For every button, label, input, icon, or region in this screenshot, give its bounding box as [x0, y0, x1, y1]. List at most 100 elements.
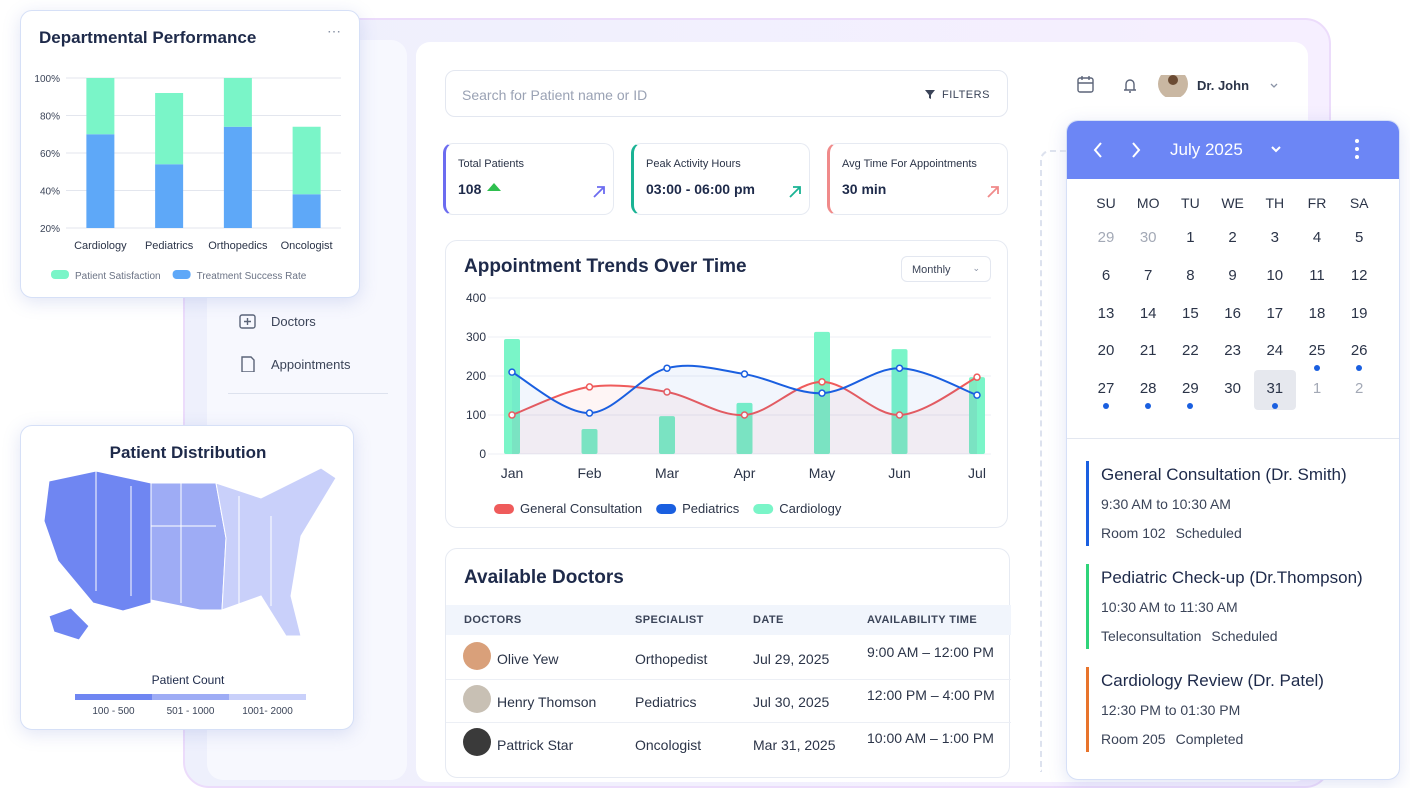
chart-title: Departmental Performance [39, 28, 257, 47]
next-month[interactable] [1132, 142, 1141, 158]
legend-range: 501 - 1000 [166, 706, 215, 717]
calendar-day[interactable]: 9 [1228, 266, 1237, 284]
calendar-day[interactable]: 23 [1224, 342, 1241, 360]
period-dropdown[interactable]: Monthly ⌄ [901, 256, 991, 282]
dept-card: Departmental Performance ⋯ 20% 40% 60% 80% 1… [20, 10, 360, 298]
event-dot [1314, 365, 1320, 372]
calendar-day[interactable]: 19 [1350, 304, 1368, 322]
legend-swatch [172, 270, 191, 279]
table-cell: Jul 29, 2025 [753, 651, 830, 667]
calendar-card: July 2025 SU MO TU WE TH FR SA 29 30 1 2 3 4 5 6 7 8 9 10 1… [1066, 120, 1400, 780]
table-cell: 10:00 AM – 1:00 PM [867, 730, 994, 746]
stat-label: Peak Activity Hours [646, 158, 741, 170]
calendar-day[interactable]: 5 [1355, 229, 1364, 246]
calendar-day[interactable]: 30 [1224, 380, 1241, 398]
column-header: AVAILABILITY TIME [867, 614, 978, 626]
bell-icon[interactable] [1124, 79, 1136, 93]
search-box[interactable]: Search for Patient name or ID FILTERS [445, 70, 1008, 117]
table-cell: Henry Thomson [497, 694, 597, 710]
trend-arrow [593, 186, 605, 198]
weekday: SA [1349, 195, 1369, 211]
calendar-day[interactable]: 29 [1182, 380, 1199, 398]
calendar-day[interactable]: 14 [1139, 304, 1157, 322]
calendar-day[interactable]: 1 [1186, 229, 1195, 246]
calendar-day[interactable]: 25 [1308, 342, 1326, 360]
stat-card: Avg Time For Appointments 30 min [827, 143, 1008, 215]
calendar-day[interactable]: 6 [1101, 266, 1111, 284]
sidebar-item[interactable]: Doctors [271, 314, 316, 329]
calendar-day[interactable]: 21 [1139, 342, 1157, 360]
calendar-controls [1093, 139, 1359, 159]
calendar-day[interactable]: 3 [1270, 229, 1279, 246]
y-tick-label: 100% [34, 74, 60, 85]
y-tick-label: 60% [40, 149, 60, 160]
calendar-day[interactable]: 10 [1266, 266, 1284, 284]
doctor-avatar [463, 685, 491, 713]
legend-color [152, 694, 229, 700]
legend-label: Pediatrics [682, 501, 740, 516]
point [895, 411, 904, 419]
calendar-day[interactable]: 22 [1182, 342, 1199, 360]
card-menu[interactable]: ⋯ [327, 23, 341, 39]
y-tick-label: 400 [466, 291, 486, 305]
prev-month[interactable] [1093, 142, 1102, 158]
calendar-day[interactable]: 29 [1097, 229, 1115, 246]
table-cell: Mar 31, 2025 [753, 737, 836, 753]
point [818, 389, 826, 397]
stat-icons [487, 183, 605, 198]
point [663, 388, 671, 396]
user-menu[interactable] [1270, 83, 1278, 88]
search-placeholder: Search for Patient name or ID [462, 87, 648, 103]
map-card: Patient Distribution Patient Count 100 -… [20, 425, 354, 730]
event-status: Completed [1175, 731, 1244, 747]
calendar-day[interactable]: 2 [1355, 380, 1364, 398]
calendar-icon[interactable] [1077, 77, 1094, 93]
event-title: Cardiology Review (Dr. Patel) [1101, 671, 1324, 690]
weekday: TH [1265, 195, 1285, 211]
column-header: DOCTORS [464, 614, 522, 626]
calendar-day[interactable]: 4 [1312, 229, 1322, 246]
table-cell: 9:00 AM – 12:00 PM [867, 644, 994, 660]
bar-segment [86, 78, 115, 135]
event-title: General Consultation (Dr. Smith) [1101, 465, 1347, 484]
calendar-day[interactable]: 26 [1350, 342, 1368, 360]
calendar-day[interactable]: 20 [1097, 342, 1115, 360]
event-place: Teleconsultation [1101, 628, 1202, 644]
calendar-day[interactable]: 13 [1097, 304, 1115, 322]
calendar-day[interactable]: 24 [1266, 342, 1284, 360]
calendar-day[interactable]: 12 [1350, 266, 1368, 284]
sidebar-item[interactable]: Appointments [271, 357, 351, 372]
month-menu[interactable] [1271, 146, 1281, 153]
calendar-day[interactable]: 16 [1224, 304, 1241, 322]
legend-title: Patient Count [151, 673, 225, 687]
calendar-day[interactable]: 1 [1312, 380, 1322, 398]
bar-segment [86, 134, 115, 228]
calendar-day[interactable]: 7 [1144, 266, 1153, 284]
bar [581, 429, 598, 454]
calendar-day[interactable]: 31 [1266, 380, 1284, 398]
legend-swatch [494, 504, 514, 514]
calendar-day[interactable]: 15 [1182, 304, 1199, 322]
calendar-day[interactable]: 8 [1186, 266, 1195, 284]
filters-button[interactable]: FILTERS [942, 89, 990, 101]
event-title: Pediatric Check-up (Dr.Thompson) [1101, 568, 1363, 587]
calendar-day[interactable]: 18 [1308, 304, 1326, 322]
calendar-month[interactable]: July 2025 [1170, 140, 1243, 159]
calendar-day[interactable]: 11 [1309, 266, 1325, 284]
event-dot [1187, 403, 1194, 410]
legend-swatch [656, 504, 677, 514]
point [973, 391, 981, 399]
calendar-day[interactable]: 30 [1139, 229, 1157, 246]
x-tick-label: Apr [734, 465, 756, 481]
point [740, 411, 749, 419]
calendar-day[interactable]: 17 [1266, 304, 1284, 322]
legend-range: 1001- 2000 [242, 706, 293, 717]
event-meta: Teleconsultation Scheduled [1101, 628, 1278, 644]
calendar-day[interactable]: 27 [1097, 380, 1115, 398]
more-menu[interactable] [1355, 139, 1359, 159]
trends-card: Appointment Trends Over Time Monthly ⌄ 0 1… [445, 240, 1008, 528]
calendar-day[interactable]: 28 [1139, 380, 1157, 398]
point [818, 378, 826, 386]
calendar-day[interactable]: 2 [1228, 229, 1237, 246]
x-tick-label: Oncologist [281, 240, 333, 252]
